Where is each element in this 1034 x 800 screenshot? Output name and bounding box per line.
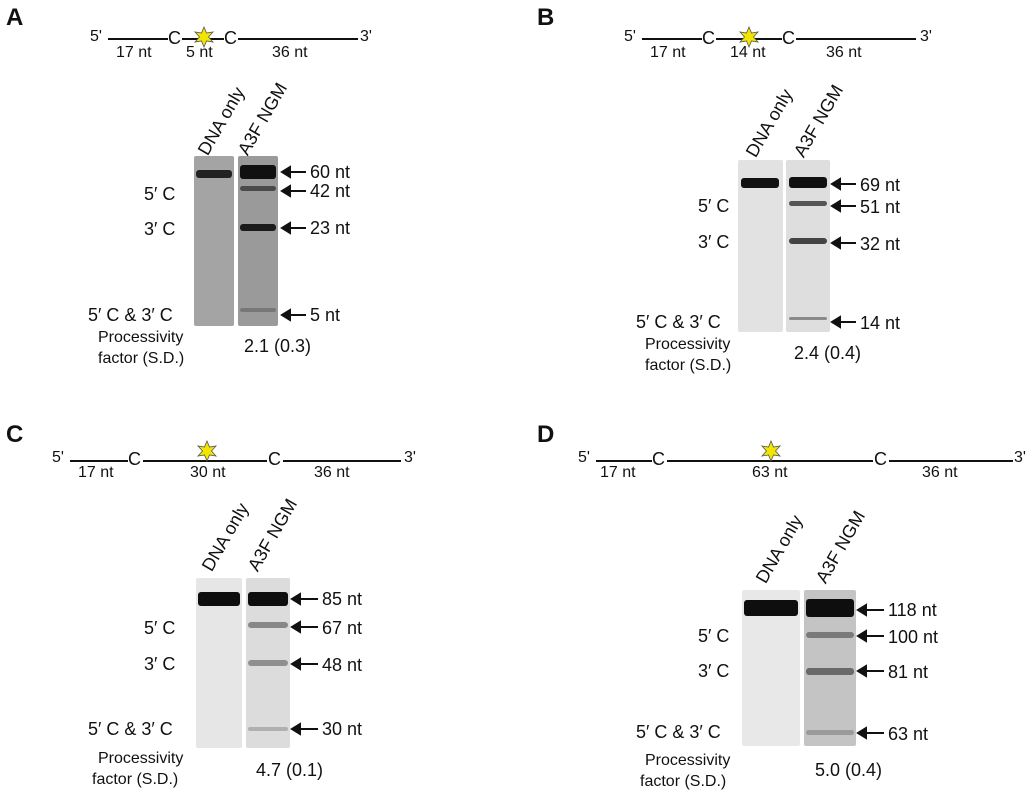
c-site-1: C [128, 449, 141, 469]
five-prime-label: 5' [624, 28, 636, 45]
panel-letter: B [537, 4, 555, 31]
row-label-5c: 5′ C [698, 626, 730, 646]
lane-label-dna-only: DNA only [751, 511, 807, 587]
five-prime-label: 5' [90, 28, 102, 45]
c-site-2: C [874, 449, 887, 469]
processivity-label-line-2: factor (S.D.) [645, 357, 732, 374]
band-size-4: 14 nt [860, 313, 901, 333]
segment-1-length: 17 nt [650, 44, 686, 61]
band-size-3: 23 nt [310, 218, 351, 238]
segment-3-length: 36 nt [272, 44, 308, 61]
band-size-4: 63 nt [888, 724, 929, 744]
processivity-value: 2.1 (0.3) [244, 336, 312, 356]
band-arrows [280, 165, 306, 322]
row-label-3c: 3′ C [698, 232, 730, 252]
band-size-1: 60 nt [310, 162, 351, 182]
segment-2-length: 14 nt [730, 44, 766, 61]
processivity-value: 5.0 (0.4) [815, 760, 883, 780]
band-size-3: 32 nt [860, 234, 901, 254]
row-label-5c: 5′ C [144, 184, 176, 204]
row-label-3c: 3′ C [698, 661, 730, 681]
c-site-2: C [224, 28, 237, 48]
band-size-2: 51 nt [860, 197, 901, 217]
segment-1-length: 17 nt [78, 464, 114, 481]
band-arrows [856, 603, 884, 740]
row-label-5c-3c: 5′ C & 3′ C [88, 719, 173, 739]
band-size-2: 100 nt [888, 627, 939, 647]
c-site-1: C [652, 449, 665, 469]
three-prime-label: 3' [1014, 449, 1026, 466]
processivity-value: 2.4 (0.4) [794, 343, 862, 363]
band-size-4: 30 nt [322, 719, 363, 739]
band-size-2: 42 nt [310, 181, 351, 201]
c-site-2: C [782, 28, 795, 48]
panel-c: C 5' C C 3' 17 nt 30 nt 36 nt DNA only A… [6, 421, 416, 788]
panel-b: B 5' C C 3' 17 nt 14 nt 36 nt DNA only A… [537, 4, 932, 374]
row-label-3c: 3′ C [144, 654, 176, 674]
band-size-1: 69 nt [860, 175, 901, 195]
band-size-3: 48 nt [322, 655, 363, 675]
segment-2-length: 30 nt [190, 464, 226, 481]
three-prime-label: 3' [920, 28, 932, 45]
panel-letter: C [6, 421, 24, 448]
band-arrows [830, 177, 856, 329]
segment-2-length: 5 nt [186, 44, 213, 61]
row-label-5c: 5′ C [144, 618, 176, 638]
band-size-1: 118 nt [888, 600, 937, 620]
five-prime-label: 5' [52, 449, 64, 466]
three-prime-label: 3' [404, 449, 416, 466]
band-size-1: 85 nt [322, 589, 363, 609]
processivity-label-line-1: Processivity [645, 336, 731, 353]
processivity-label-line-1: Processivity [98, 329, 184, 346]
fluorophore-star-icon [193, 26, 215, 48]
band-size-2: 67 nt [322, 618, 363, 638]
panel-letter: A [6, 4, 24, 31]
three-prime-label: 3' [360, 28, 372, 45]
band-size-4: 5 nt [310, 305, 341, 325]
fluorophore-star-icon [196, 440, 218, 462]
row-label-5c: 5′ C [698, 196, 730, 216]
processivity-label-line-2: factor (S.D.) [92, 771, 179, 788]
c-site-1: C [702, 28, 715, 48]
segment-2-length: 63 nt [752, 464, 788, 481]
band-size-3: 81 nt [888, 662, 929, 682]
segment-3-length: 36 nt [826, 44, 862, 61]
row-label-5c-3c: 5′ C & 3′ C [88, 305, 173, 325]
processivity-value: 4.7 (0.1) [256, 760, 324, 780]
processivity-label-line-2: factor (S.D.) [98, 350, 185, 367]
processivity-label-line-1: Processivity [98, 750, 184, 767]
lane-label-a3f-ngm: A3F NGM [811, 507, 870, 587]
segment-1-length: 17 nt [600, 464, 636, 481]
row-label-5c-3c: 5′ C & 3′ C [636, 312, 721, 332]
c-site-2: C [268, 449, 281, 469]
fluorophore-star-icon [760, 440, 782, 462]
processivity-label-line-2: factor (S.D.) [640, 773, 727, 790]
segment-3-length: 36 nt [922, 464, 958, 481]
segment-1-length: 17 nt [116, 44, 152, 61]
c-site-1: C [168, 28, 181, 48]
five-prime-label: 5' [578, 449, 590, 466]
row-label-3c: 3′ C [144, 219, 176, 239]
fluorophore-star-icon [738, 26, 760, 48]
segment-3-length: 36 nt [314, 464, 350, 481]
panel-a: A 5' C C 3' 17 nt 5 nt 36 nt DNA only A3… [0, 0, 517, 400]
panel-letter: D [537, 421, 555, 448]
band-arrows [290, 592, 318, 736]
processivity-label-line-1: Processivity [645, 752, 731, 769]
row-label-5c-3c: 5′ C & 3′ C [636, 722, 721, 742]
